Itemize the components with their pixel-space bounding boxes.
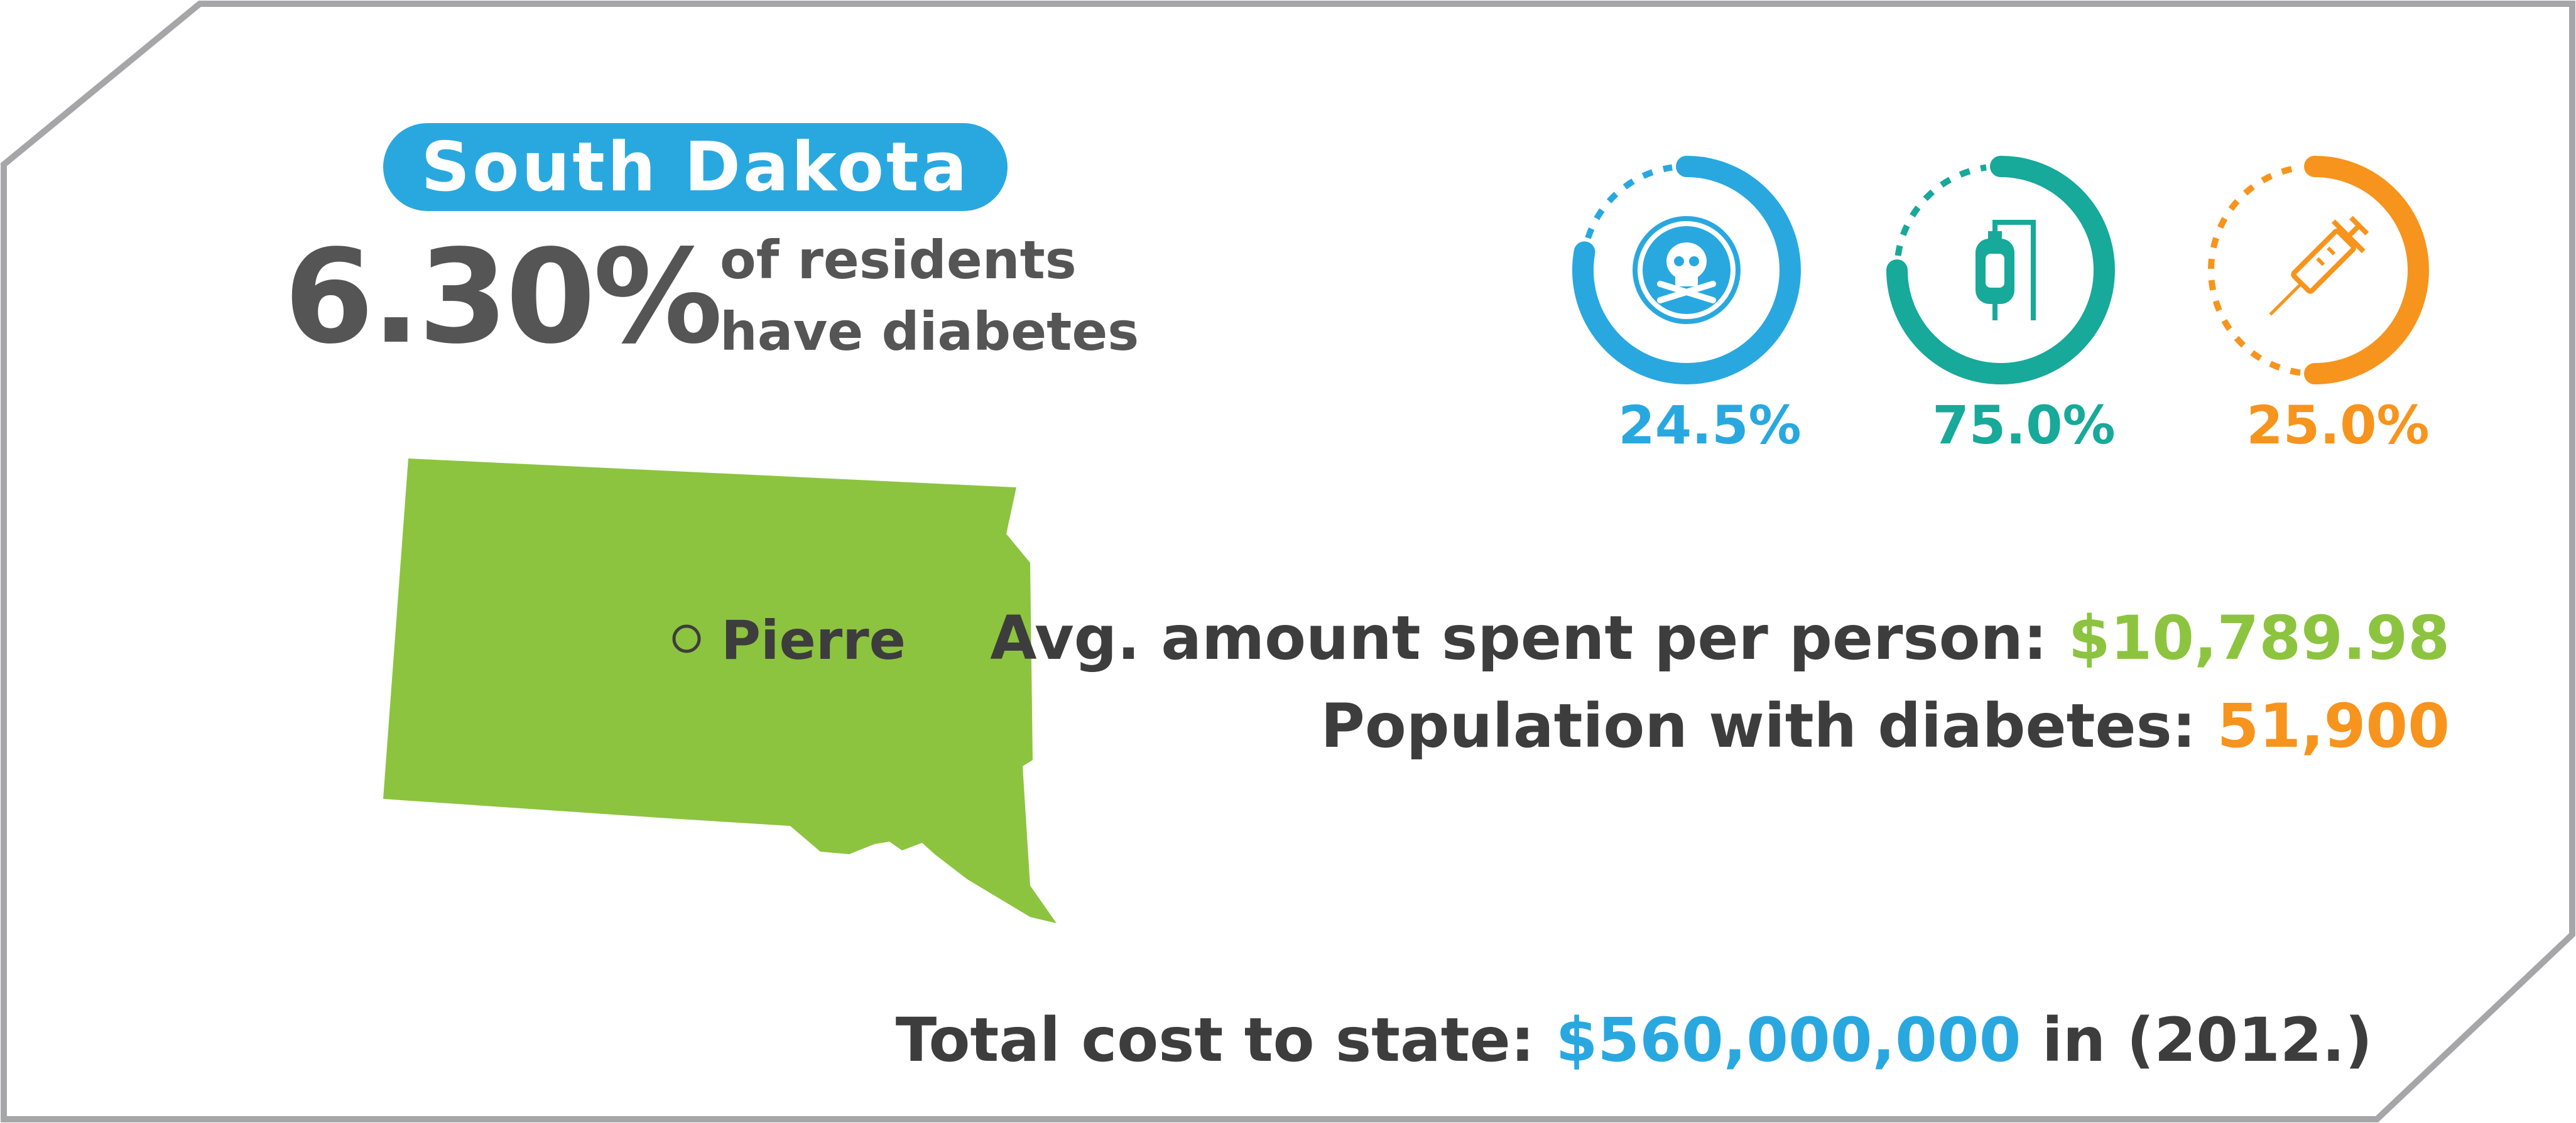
iv-bag-icon xyxy=(1975,220,2036,320)
total-cost-line: Total cost to state: $560,000,000 in (20… xyxy=(896,1005,2372,1075)
skull-crossbones-icon xyxy=(1633,216,1741,324)
avg-spent-line: Avg. amount spent per person: $10,789.98 xyxy=(990,603,2450,673)
gauge-label-1: 24.5% xyxy=(1618,394,1802,456)
capital-marker-icon xyxy=(672,624,701,653)
gauge-3 xyxy=(2208,156,2429,384)
total-cost-value: $560,000,000 xyxy=(1555,1005,2021,1075)
rate-caption-line2: have diabetes xyxy=(720,301,1139,362)
gauge-label-3: 25.0% xyxy=(2246,394,2430,456)
state-title-badge: South Dakota xyxy=(383,123,1008,211)
capital-label: Pierre xyxy=(721,609,906,672)
gauge-dashed-arc xyxy=(2208,164,2301,376)
state-map xyxy=(383,458,1057,923)
diabetes-rate: 6.30% xyxy=(284,222,723,372)
gauge-group xyxy=(1572,156,2429,384)
total-cost-suffix: in (2012.) xyxy=(2041,1005,2372,1075)
state-name: South Dakota xyxy=(421,127,970,207)
syringe-icon xyxy=(2269,215,2369,316)
total-cost-label: Total cost to state: xyxy=(895,1005,1535,1075)
gauge-dashed-arc xyxy=(1894,164,1987,256)
south-dakota-shape xyxy=(383,458,1057,923)
gauge-solid-arc xyxy=(1572,156,1801,384)
avg-spent-label: Avg. amount spent per person: xyxy=(990,603,2048,673)
population-label: Population with diabetes: xyxy=(1320,691,2197,761)
population-line: Population with diabetes: 51,900 xyxy=(1321,691,2450,761)
avg-spent-value: $10,789.98 xyxy=(2068,603,2450,673)
population-value: 51,900 xyxy=(2217,691,2450,761)
gauge-solid-arc xyxy=(1886,156,2115,384)
gauge-1 xyxy=(1572,156,1801,384)
gauge-label-2: 75.0% xyxy=(1932,394,2116,456)
gauge-solid-arc xyxy=(2304,156,2429,384)
gauge-2 xyxy=(1886,156,2115,384)
rate-caption-line1: of residents xyxy=(720,229,1077,291)
